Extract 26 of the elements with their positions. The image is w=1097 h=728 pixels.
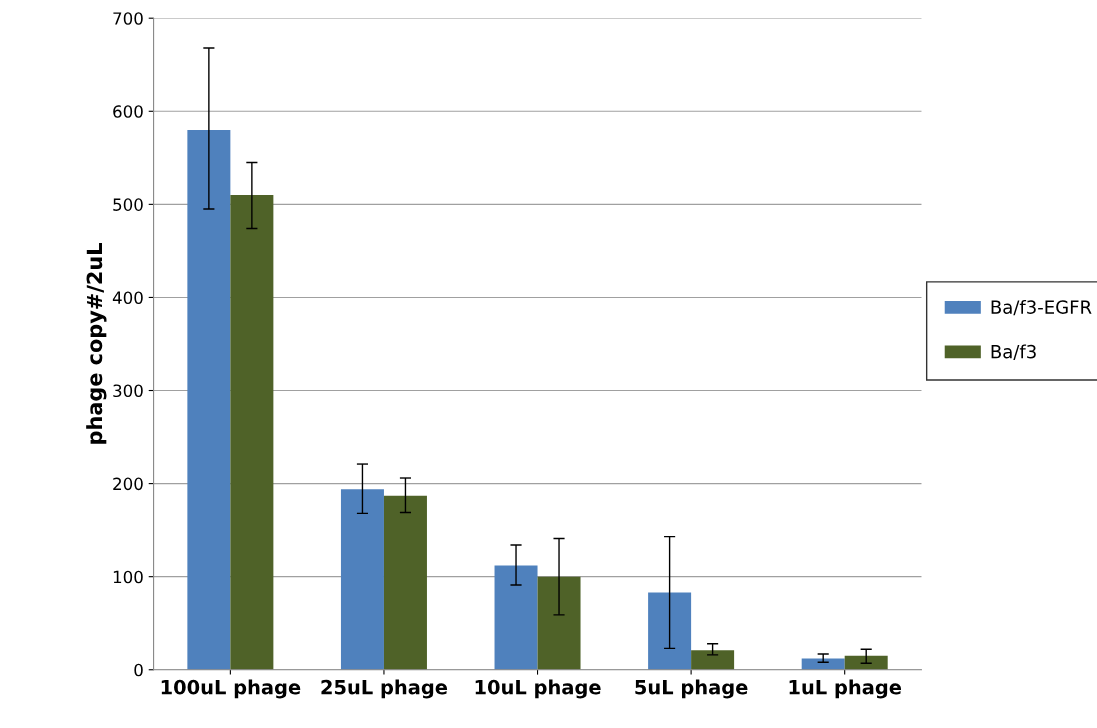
legend-label: Ba/f3 <box>991 344 1036 360</box>
x-tick-label: 1uL phage <box>789 679 902 699</box>
bar <box>648 592 692 670</box>
y-tick-label: 500 <box>113 198 143 211</box>
bar <box>230 195 274 670</box>
y-tick-label: 600 <box>113 105 143 118</box>
bar <box>494 565 538 670</box>
y-axis-title: phage copy#/2uL <box>86 243 107 444</box>
y-tick-label: 300 <box>113 384 143 398</box>
x-tick-label: 5uL phage <box>635 679 748 699</box>
bar <box>691 650 735 670</box>
y-tick-label: 100 <box>113 570 143 584</box>
y-tick-label: 0 <box>134 663 143 677</box>
bar <box>187 129 231 670</box>
y-tick-label: 700 <box>113 12 143 25</box>
bar <box>340 489 384 670</box>
bar <box>537 576 581 670</box>
x-tick-label: 10uL phage <box>475 679 601 699</box>
x-tick-label: 100uL phage <box>161 679 301 699</box>
bar <box>844 655 888 670</box>
y-tick-label: 400 <box>112 291 143 305</box>
bar <box>801 658 845 670</box>
legend-label: Ba/f3-EGFR <box>991 299 1092 316</box>
x-tick-label: 25uL phage <box>321 679 448 699</box>
bar <box>383 495 427 670</box>
y-tick-label: 200 <box>113 477 143 491</box>
